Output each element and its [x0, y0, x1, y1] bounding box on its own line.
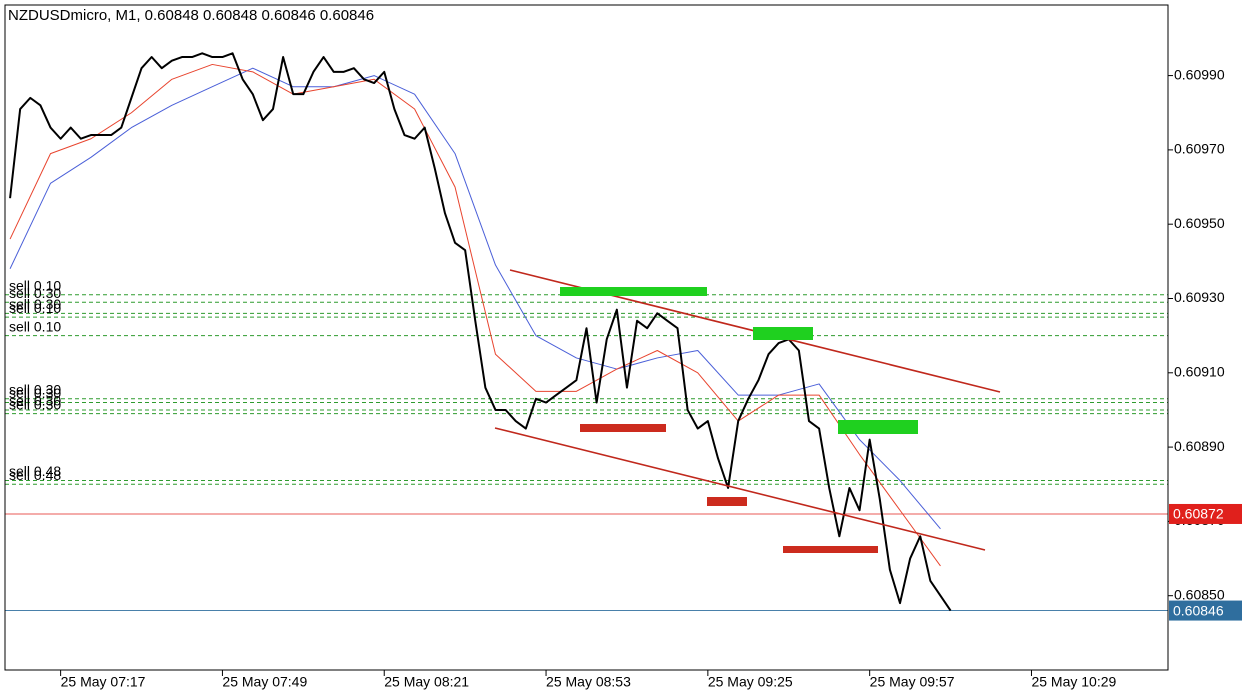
x-tick-label: 25 May 09:57	[870, 674, 955, 690]
x-tick-label: 25 May 07:49	[222, 674, 307, 690]
x-tick-label: 25 May 09:25	[708, 674, 793, 690]
background-layer: 0.60990 0.60970 0.60950 0.60930 0.60910 0.608…	[5, 52, 1225, 690]
moving-average	[9, 67, 941, 530]
order-label: sell 0.48	[9, 467, 61, 483]
order-label: sell 0.10	[9, 277, 61, 293]
zone-marker	[838, 420, 918, 434]
order-label: sell 0.30	[9, 393, 61, 409]
zone-marker	[560, 287, 707, 296]
price-tag	[1169, 600, 1242, 621]
y-tick-label: 0.60950	[1174, 215, 1225, 231]
y-tick-label: 0.60990	[1174, 66, 1225, 82]
y-tick-label: 0.60850	[1174, 586, 1225, 602]
order-label: sell 0.30	[9, 296, 61, 312]
order-label: sell 0.30	[9, 382, 61, 398]
price-tag	[1169, 503, 1242, 524]
x-tick-label: 25 May 08:53	[546, 674, 631, 690]
zone-marker	[707, 497, 747, 506]
price-tag-label: 0.60872	[1173, 506, 1224, 522]
price-tag-label: 0.60846	[1173, 602, 1224, 618]
order-label: sell 0.10	[9, 300, 61, 316]
zone-marker	[580, 424, 666, 432]
y-tick-label: 0.60910	[1174, 363, 1225, 379]
y-tick-label: 0.60970	[1174, 141, 1225, 157]
order-label: sell 0.30	[9, 385, 61, 401]
zone-marker	[783, 546, 878, 553]
order-label: sell 0.30	[9, 396, 61, 412]
x-tick-label: 25 May 07:17	[61, 674, 146, 690]
x-tick-label: 25 May 10:29	[1031, 674, 1116, 690]
foreground-layer: 0.60872 0.60846	[1169, 503, 1242, 621]
trend-line	[494, 427, 986, 551]
order-label: sell 0.30	[9, 285, 61, 301]
order-label: sell 0.48	[9, 463, 61, 479]
moving-average	[9, 63, 941, 567]
y-tick-label: 0.60890	[1174, 438, 1225, 454]
drawings	[494, 269, 1001, 553]
x-tick-label: 25 May 08:21	[384, 674, 469, 690]
plot-frame	[4, 4, 1169, 671]
price-line-series	[9, 52, 952, 612]
y-tick-label: 0.60930	[1174, 289, 1225, 305]
order-label: sell 0.10	[9, 318, 61, 334]
chart-title: NZDUSDmicro, M1, 0.60848 0.60848 0.60846…	[8, 7, 374, 24]
zone-marker	[753, 327, 813, 340]
